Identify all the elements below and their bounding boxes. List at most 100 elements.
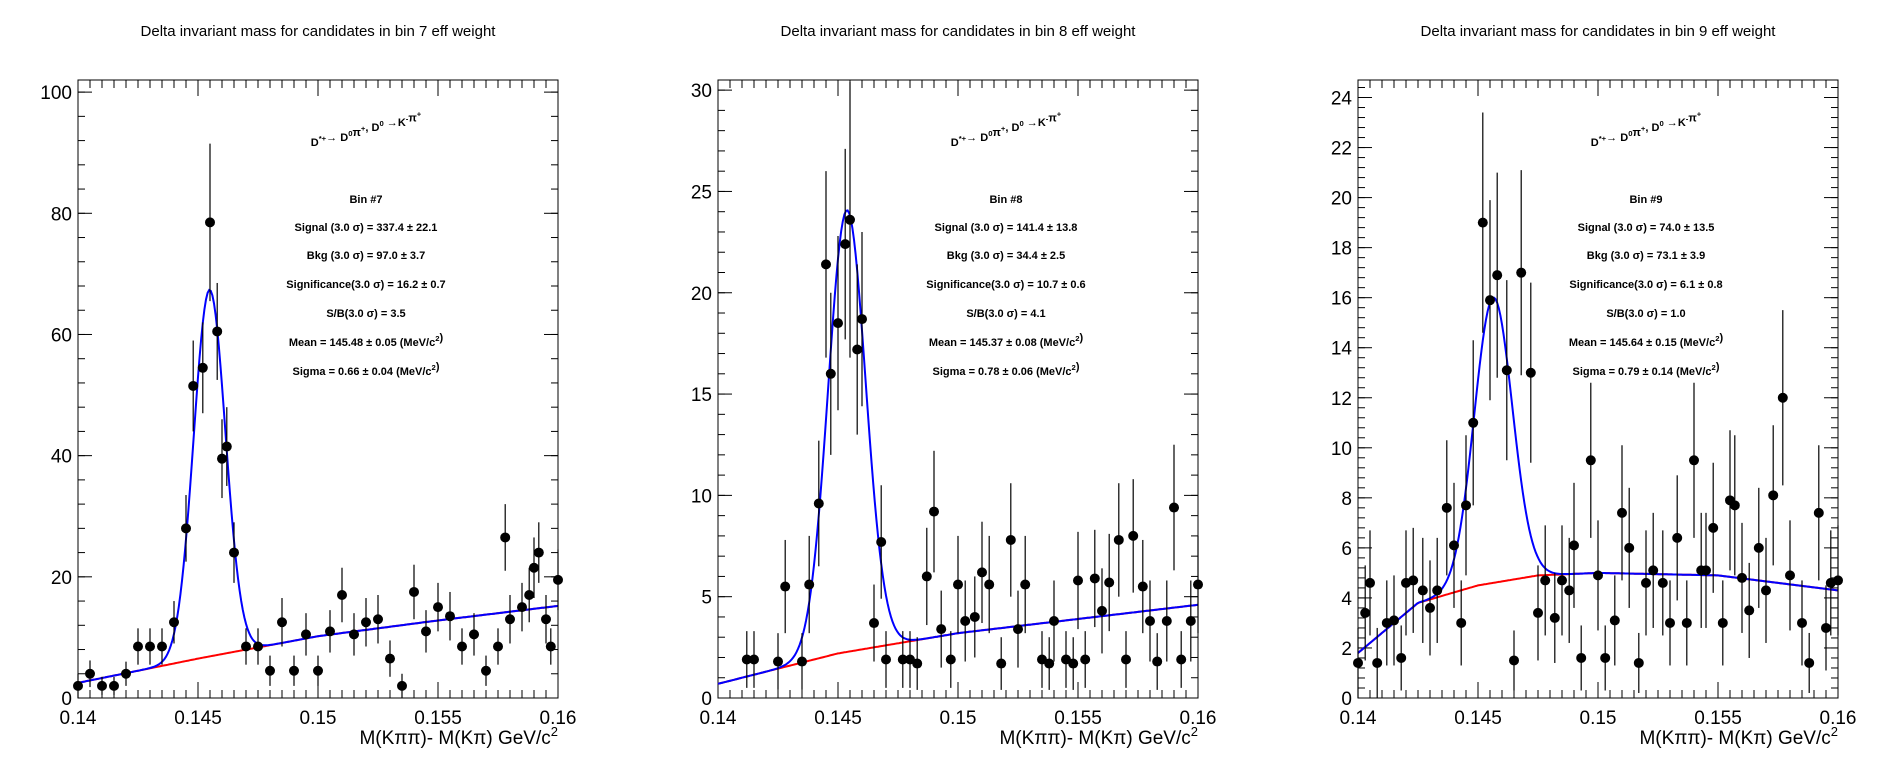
data-point bbox=[1044, 658, 1055, 669]
data-point bbox=[1609, 615, 1620, 626]
data-point bbox=[1641, 577, 1651, 588]
data-point bbox=[1540, 575, 1551, 586]
data-point bbox=[541, 614, 551, 625]
data-point bbox=[1813, 507, 1824, 518]
data-point bbox=[1152, 656, 1163, 667]
y-tick-label: 12 bbox=[1331, 389, 1352, 410]
data-point bbox=[229, 547, 239, 558]
data-point bbox=[1113, 534, 1124, 545]
data-point bbox=[1768, 490, 1779, 501]
y-tick-label: 6 bbox=[1341, 539, 1352, 560]
x-tick-label: 0.15 bbox=[1580, 708, 1617, 729]
data-point bbox=[921, 571, 932, 582]
data-point bbox=[1593, 570, 1603, 581]
data-point bbox=[912, 658, 923, 669]
x-tick-label: 0.14 bbox=[60, 708, 97, 729]
data-point bbox=[1557, 575, 1567, 586]
data-point bbox=[1104, 577, 1115, 588]
data-point bbox=[1648, 565, 1659, 576]
data-point bbox=[1185, 616, 1196, 627]
data-point bbox=[133, 641, 143, 652]
data-point bbox=[797, 656, 807, 667]
data-point bbox=[833, 318, 843, 329]
legend-mean: Mean = 145.48 ± 0.05 (MeV/c2) bbox=[289, 332, 444, 349]
x-tick-label: 0.145 bbox=[1454, 708, 1502, 729]
data-point bbox=[1761, 585, 1771, 596]
y-tick-label: 20 bbox=[51, 568, 72, 589]
data-point bbox=[881, 654, 891, 665]
data-point bbox=[1137, 581, 1148, 592]
legend-sigma: Sigma = 0.78 ± 0.06 (MeV/c2) bbox=[933, 361, 1080, 378]
y-tick-label: 2 bbox=[1341, 639, 1352, 660]
x-tick-label: 0.14 bbox=[1340, 708, 1377, 729]
x-axis-label: M(Kππ)- M(Kπ) GeV/c2 bbox=[1639, 724, 1838, 749]
legend-signal: Signal (3.0 σ) = 74.0 ± 13.5 bbox=[1578, 222, 1715, 234]
data-point bbox=[524, 590, 535, 600]
y-tick-label: 0 bbox=[701, 689, 712, 710]
chart-title: Delta invariant mass for candidates in b… bbox=[781, 23, 1137, 40]
data-point bbox=[1681, 617, 1692, 628]
x-axis-label: M(Kππ)- M(Kπ) GeV/c2 bbox=[999, 724, 1198, 749]
plot-frame bbox=[77, 79, 559, 699]
data-point bbox=[1425, 602, 1435, 613]
data-point bbox=[121, 668, 131, 679]
data-point bbox=[1456, 617, 1467, 628]
data-point bbox=[1193, 579, 1203, 590]
y-tick-label: 10 bbox=[691, 486, 712, 507]
data-point bbox=[960, 616, 971, 627]
data-point bbox=[1353, 657, 1363, 668]
data-point bbox=[1785, 570, 1795, 581]
data-point bbox=[1501, 365, 1512, 376]
y-tick-label: 80 bbox=[51, 204, 72, 225]
data-point bbox=[1833, 575, 1843, 586]
data-point bbox=[221, 441, 232, 452]
y-tick-label: 5 bbox=[701, 588, 712, 609]
data-point bbox=[409, 586, 419, 597]
data-point bbox=[1525, 367, 1536, 378]
legend-sb: S/B(3.0 σ) = 3.5 bbox=[326, 308, 405, 320]
y-tick-label: 24 bbox=[1331, 89, 1353, 110]
data-point bbox=[1701, 565, 1711, 576]
data-point bbox=[821, 259, 831, 270]
data-point bbox=[1161, 616, 1172, 627]
data-point bbox=[1549, 612, 1560, 623]
data-point bbox=[373, 614, 383, 625]
data-point bbox=[1080, 654, 1091, 665]
data-point bbox=[145, 641, 155, 652]
data-point bbox=[533, 547, 544, 558]
data-point bbox=[1417, 585, 1428, 596]
data-point bbox=[1396, 652, 1407, 663]
y-tick-label: 22 bbox=[1331, 139, 1352, 160]
data-point bbox=[349, 629, 359, 640]
data-point bbox=[505, 614, 515, 625]
data-point bbox=[1797, 617, 1807, 628]
data-point bbox=[181, 523, 191, 534]
legend-decay: D*+→ D0π+, D0 →K-π+ bbox=[951, 109, 1062, 149]
chart-panel-7: Delta invariant mass for candidates in b… bbox=[40, 23, 576, 749]
data-point bbox=[1600, 652, 1611, 663]
data-point bbox=[493, 641, 503, 652]
data-point bbox=[241, 641, 251, 652]
data-point bbox=[1744, 605, 1755, 616]
data-point bbox=[1516, 267, 1527, 278]
data-point bbox=[773, 656, 783, 667]
data-point bbox=[1821, 622, 1831, 633]
data-point bbox=[1729, 500, 1740, 511]
data-point bbox=[289, 665, 299, 676]
x-tick-label: 0.155 bbox=[1694, 708, 1742, 729]
data-point bbox=[1432, 585, 1443, 596]
data-point bbox=[433, 602, 443, 613]
data-point bbox=[545, 641, 556, 652]
data-point bbox=[1804, 657, 1815, 668]
data-point bbox=[517, 602, 527, 613]
data-point bbox=[169, 617, 179, 628]
data-point bbox=[325, 626, 335, 637]
data-point bbox=[188, 380, 199, 391]
data-point bbox=[741, 654, 752, 665]
data-point bbox=[1672, 532, 1683, 543]
data-point bbox=[936, 624, 947, 635]
data-point bbox=[301, 629, 311, 640]
data-point bbox=[529, 562, 539, 573]
data-point bbox=[277, 617, 287, 628]
